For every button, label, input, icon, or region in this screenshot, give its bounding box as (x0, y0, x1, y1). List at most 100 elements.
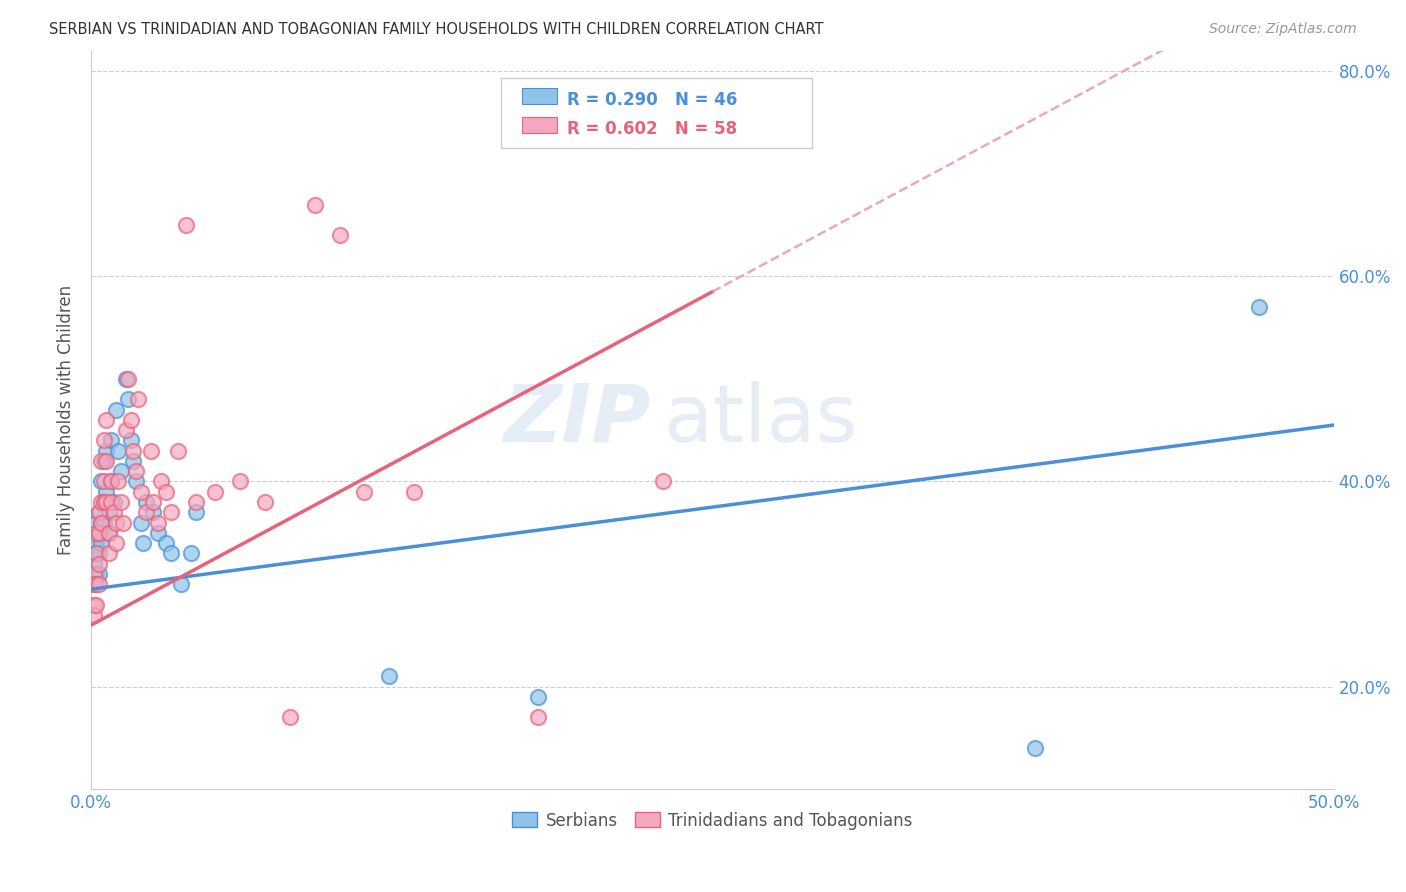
Point (117, 372, 139, 386)
Point (527, 710, 550, 724)
Point (180, 546, 202, 560)
Point (87, 505, 110, 519)
Point (184, 505, 207, 519)
Point (90, 475, 112, 489)
Point (404, 484, 426, 499)
Point (93, 495, 115, 509)
Point (115, 372, 138, 386)
Point (1024, 741, 1046, 756)
Y-axis label: Family Households with Children: Family Households with Children (58, 285, 75, 555)
Point (184, 495, 207, 509)
Point (120, 434, 142, 448)
Point (127, 392, 149, 407)
Point (94, 495, 117, 509)
Point (304, 197, 326, 211)
Point (100, 475, 122, 489)
Point (125, 475, 148, 489)
Point (83, 607, 105, 622)
Point (100, 434, 122, 448)
Point (155, 536, 177, 550)
Point (93, 475, 115, 489)
Point (169, 577, 191, 591)
Text: R = 0.602   N = 58: R = 0.602 N = 58 (567, 120, 737, 138)
Point (105, 402, 128, 417)
Point (87, 566, 110, 581)
Text: R = 0.290   N = 46: R = 0.290 N = 46 (567, 91, 737, 109)
Point (87, 546, 110, 560)
Point (527, 690, 550, 704)
Point (329, 228, 352, 243)
Point (84, 516, 107, 530)
Point (378, 669, 401, 683)
Point (100, 475, 122, 489)
Point (97, 546, 120, 560)
Point (204, 484, 226, 499)
Point (94, 443, 117, 458)
Point (83, 577, 105, 591)
Point (83, 577, 105, 591)
Point (94, 454, 117, 468)
Point (84, 536, 107, 550)
Point (84, 566, 107, 581)
Point (83, 557, 105, 571)
Point (105, 536, 128, 550)
Point (155, 484, 177, 499)
Point (148, 525, 170, 540)
Point (84, 525, 107, 540)
Point (93, 495, 115, 509)
Point (84, 546, 107, 560)
Point (129, 516, 152, 530)
Point (94, 413, 117, 427)
Point (229, 475, 252, 489)
Point (90, 495, 112, 509)
Point (110, 464, 132, 478)
Point (107, 443, 129, 458)
Point (87, 525, 110, 540)
Point (87, 577, 110, 591)
Point (97, 525, 120, 540)
FancyBboxPatch shape (501, 78, 811, 148)
Point (122, 454, 145, 468)
Legend: Serbians, Trinidadians and Tobagonians: Serbians, Trinidadians and Tobagonians (506, 805, 920, 837)
Point (112, 516, 135, 530)
Point (90, 516, 112, 530)
Point (142, 495, 165, 509)
Point (125, 464, 148, 478)
Point (94, 484, 117, 499)
Point (120, 413, 142, 427)
Point (103, 495, 125, 509)
Point (135, 505, 157, 519)
Point (132, 536, 155, 550)
Point (93, 434, 115, 448)
Point (83, 536, 105, 550)
Point (107, 475, 129, 489)
Point (159, 546, 181, 560)
Point (93, 516, 115, 530)
Point (87, 505, 110, 519)
Point (122, 443, 145, 458)
Point (100, 495, 122, 509)
Point (353, 484, 375, 499)
Point (103, 505, 125, 519)
Point (83, 566, 105, 581)
Point (87, 525, 110, 540)
Point (97, 525, 120, 540)
Point (84, 546, 107, 560)
Point (110, 495, 132, 509)
FancyBboxPatch shape (522, 117, 557, 134)
Point (117, 392, 139, 407)
Point (148, 516, 170, 530)
Text: SERBIAN VS TRINIDADIAN AND TOBAGONIAN FAMILY HOUSEHOLDS WITH CHILDREN CORRELATIO: SERBIAN VS TRINIDADIAN AND TOBAGONIAN FA… (49, 22, 824, 37)
Point (278, 710, 301, 724)
Point (84, 598, 107, 612)
FancyBboxPatch shape (522, 87, 557, 103)
Point (135, 495, 157, 509)
Point (90, 516, 112, 530)
Text: Source: ZipAtlas.com: Source: ZipAtlas.com (1209, 22, 1357, 37)
Point (115, 423, 138, 437)
Point (142, 505, 165, 519)
Point (83, 598, 105, 612)
Point (1249, 300, 1271, 314)
Point (84, 577, 107, 591)
Point (93, 454, 115, 468)
